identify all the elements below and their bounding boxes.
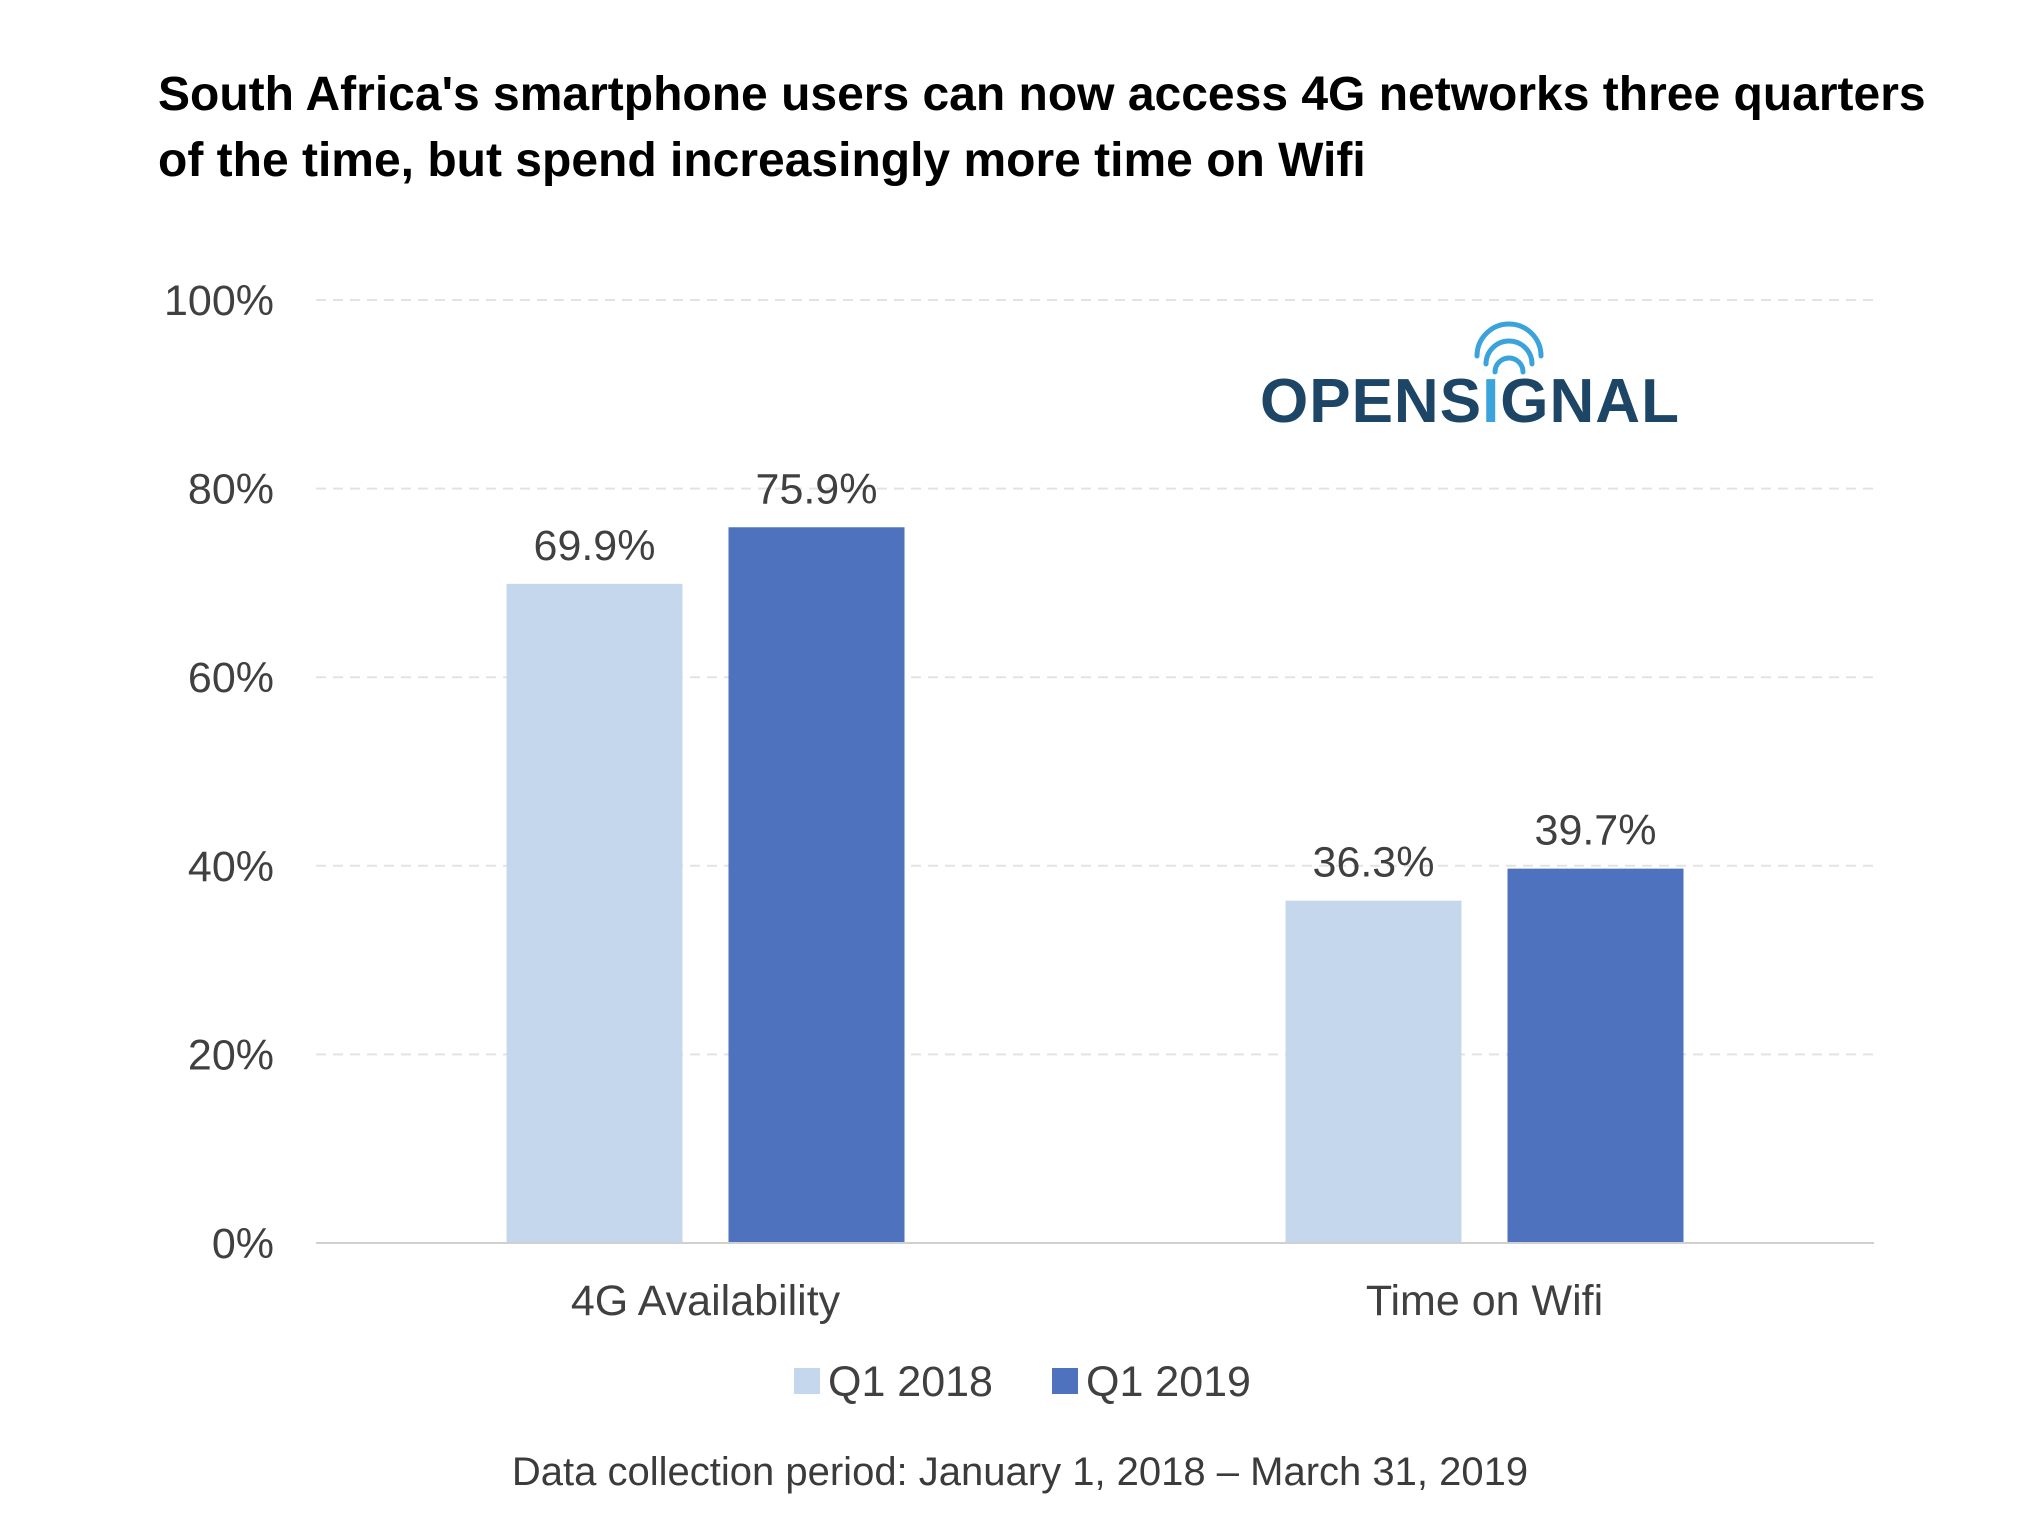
y-tick-label: 60% xyxy=(188,654,274,702)
footnote: Data collection period: January 1, 2018 … xyxy=(511,1450,1529,1494)
legend-label: Q1 2018 xyxy=(828,1358,993,1406)
bar xyxy=(728,527,905,1243)
opensignal-logo: OPENSIGNAL xyxy=(1260,321,1680,436)
x-axis-categories: 4G Availability Time on Wifi xyxy=(571,1277,1603,1325)
bars xyxy=(506,527,1684,1243)
data-label: 69.9% xyxy=(534,522,656,570)
x-category-label: Time on Wifi xyxy=(1366,1277,1603,1325)
y-tick-label: 100% xyxy=(164,277,274,325)
bar xyxy=(506,583,683,1243)
legend: Q1 2018 Q1 2019 xyxy=(794,1358,1251,1406)
y-tick-label: 0% xyxy=(212,1220,274,1268)
bar xyxy=(1507,868,1684,1243)
logo-text: OPENSIGNAL xyxy=(1260,367,1680,436)
wifi-signal-icon xyxy=(1474,321,1544,375)
bar xyxy=(1285,900,1462,1243)
data-label: 36.3% xyxy=(1313,839,1435,887)
data-label: 39.7% xyxy=(1535,807,1657,855)
y-tick-label: 80% xyxy=(188,466,274,514)
y-tick-label: 40% xyxy=(188,843,274,891)
legend-swatch xyxy=(1052,1368,1078,1394)
legend-label: Q1 2019 xyxy=(1086,1358,1251,1406)
y-axis-ticks: 0% 20% 40% 60% 80% 100% xyxy=(164,277,274,1268)
data-labels: 69.9% 75.9% 36.3% 39.7% xyxy=(534,465,1657,886)
chart-title: South Africa's smartphone users can now … xyxy=(158,68,1926,187)
data-label: 75.9% xyxy=(756,465,878,513)
legend-swatch xyxy=(794,1368,820,1394)
y-tick-label: 20% xyxy=(188,1031,274,1079)
x-category-label: 4G Availability xyxy=(571,1277,841,1325)
